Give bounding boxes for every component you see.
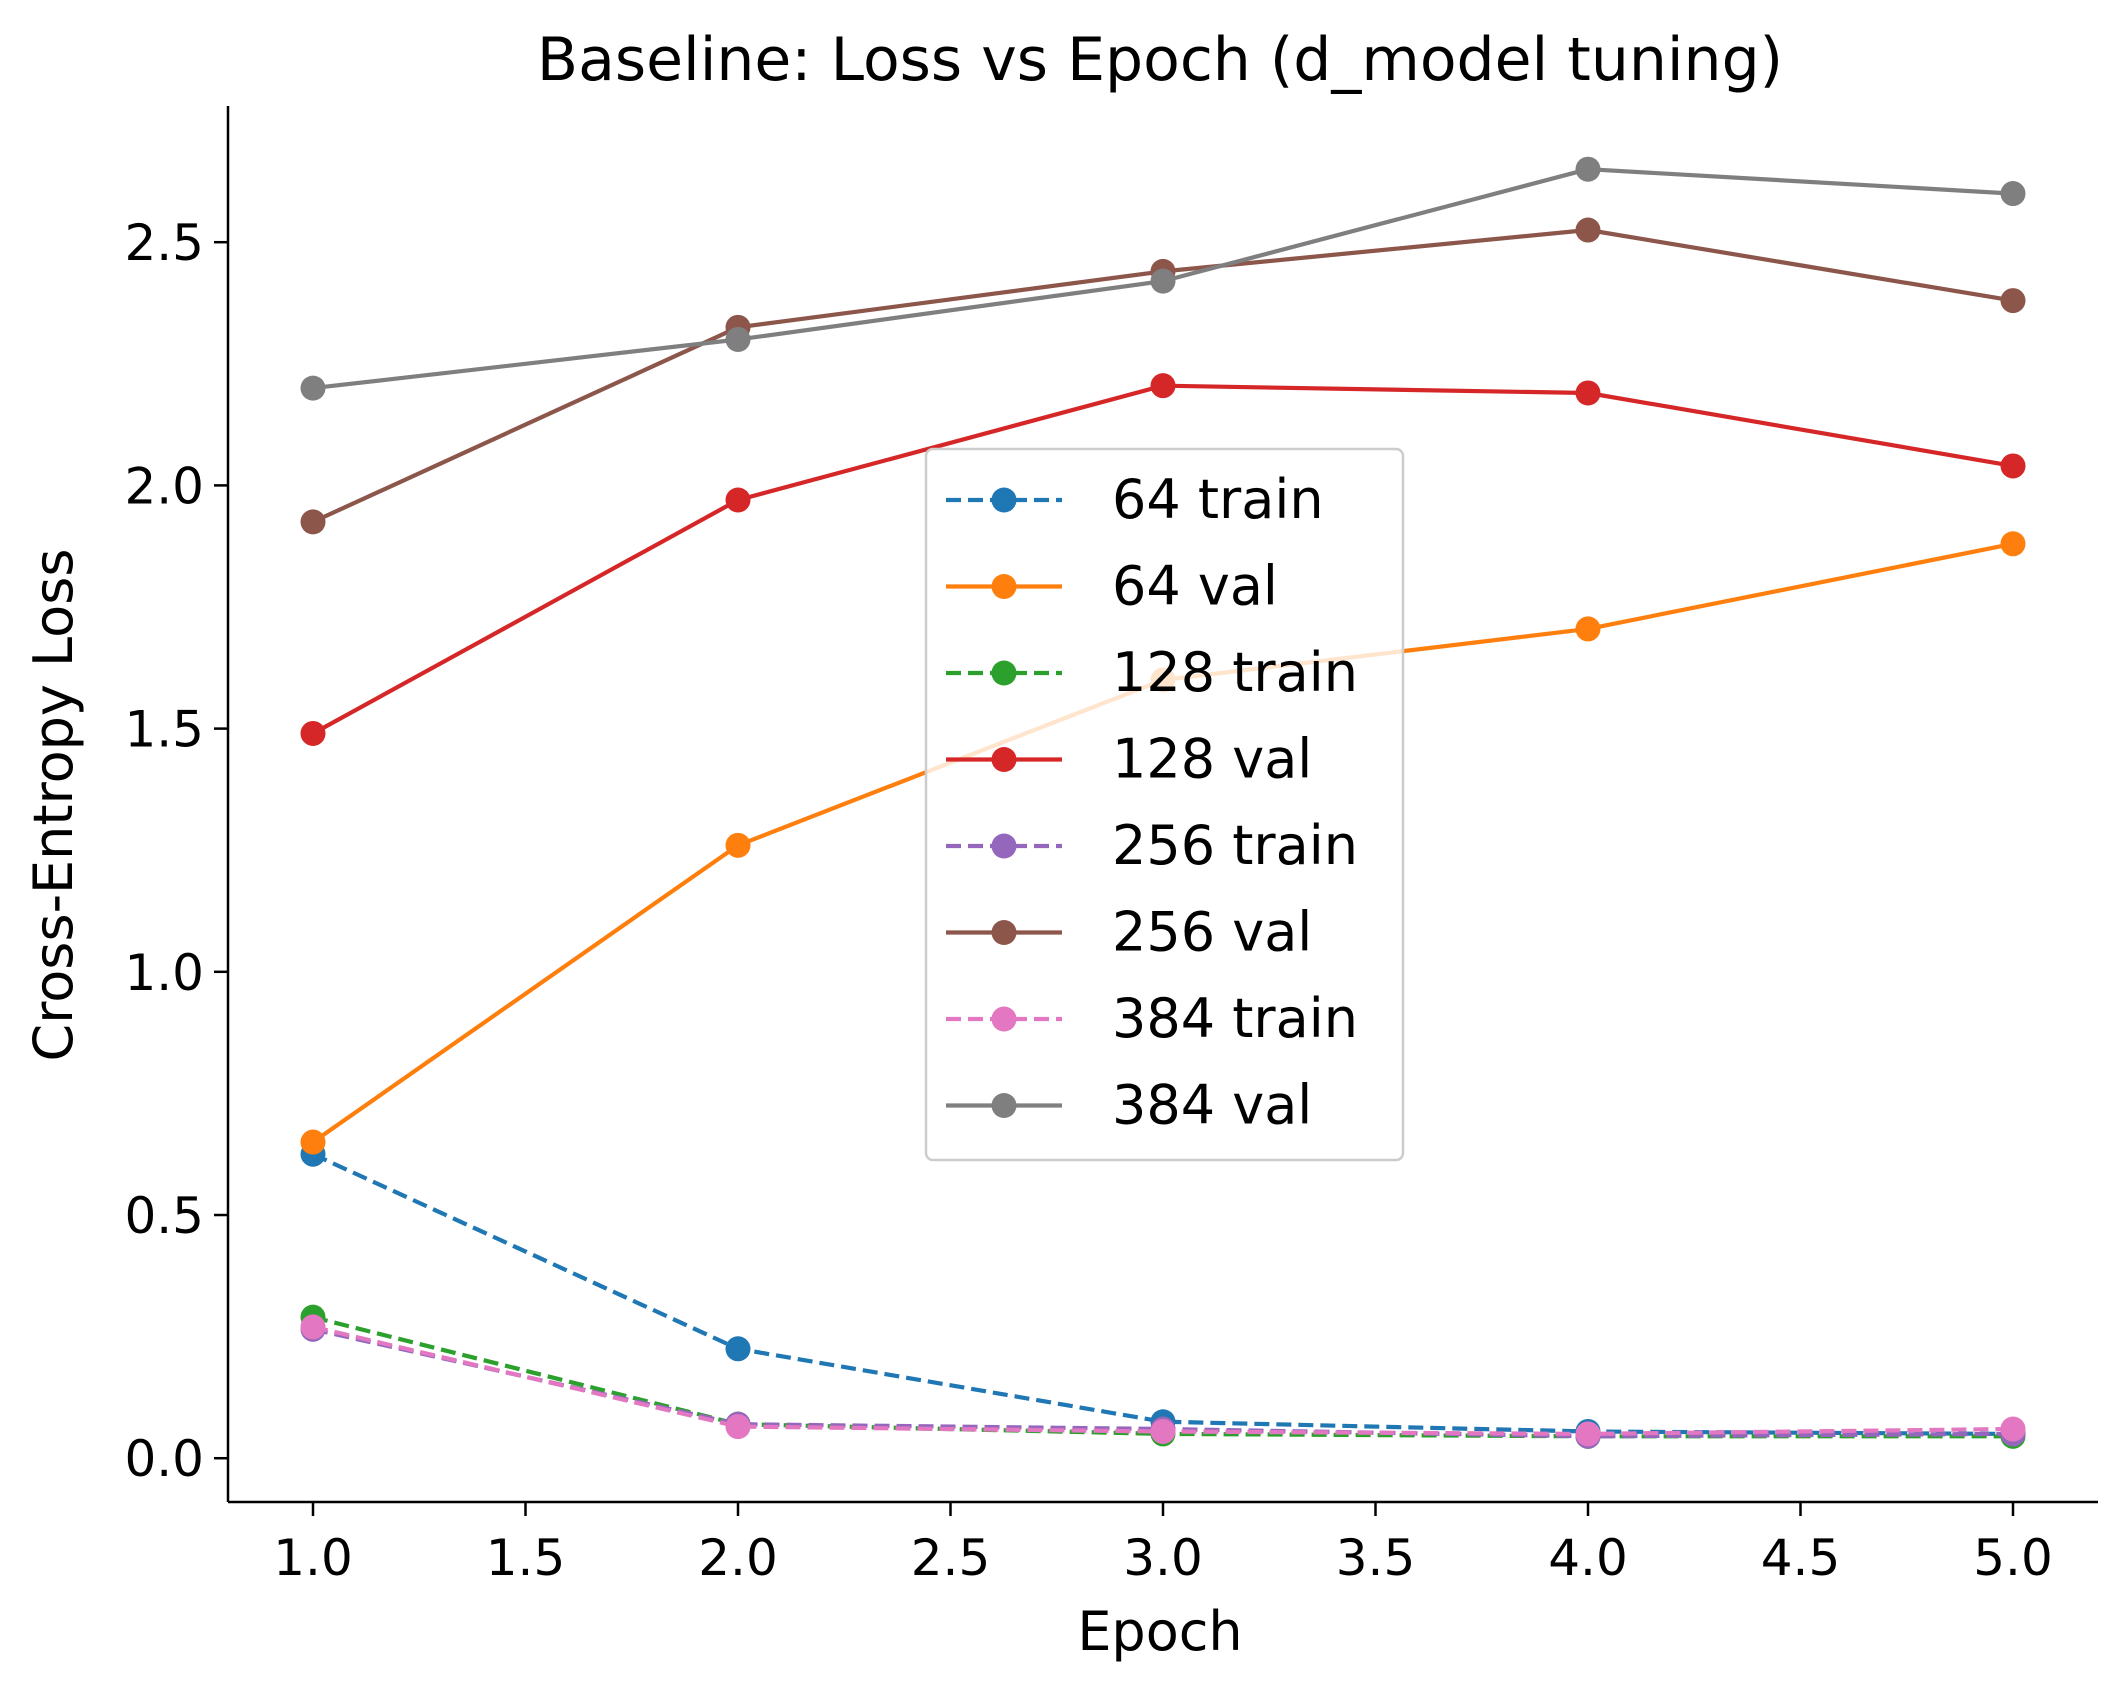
legend-swatch-marker [991,660,1017,686]
legend-label: 128 val [1112,728,1312,791]
series-64-train [300,1141,2026,1447]
legend-swatch-marker [991,747,1017,772]
legend-label: 64 val [1112,555,1278,618]
data-point-384-val [725,326,751,352]
legend: 64 train 64 val 128 train 128 val 256 train 2… [924,447,1405,1162]
legend-label: 384 train [1112,987,1358,1050]
x-tick-label: 1.0 [273,1529,353,1587]
data-point-384-train [1150,1418,1176,1444]
x-tick-label: 4.5 [1761,1529,1841,1587]
legend-box [924,447,1405,1162]
series-line-64-train [312,1152,2014,1436]
legend-item-256-train: 256 train [946,814,1358,877]
data-point-384-val [2000,181,2026,207]
data-point-128-val [2000,453,2026,479]
legend-swatch-marker [991,920,1017,945]
x-tick-label: 3.0 [1123,1529,1203,1587]
series-128-val [300,373,2026,746]
x-tick-label: 2.0 [698,1529,778,1587]
legend-label: 256 val [1112,901,1312,964]
y-tick-label: 1.5 [124,701,204,759]
data-point-64-train [725,1336,751,1362]
y-tick-label: 2.5 [124,214,204,272]
x-axis-label: Epoch [1077,1600,1242,1663]
axes: 1.0 1.5 2.0 2.5 3.0 3.5 4.0 4.5 5.0 0.0 0.5 1.0 1.5 2… [124,106,2098,1587]
data-point-64-val [1575,616,1601,642]
legend-swatch-marker [991,574,1017,599]
legend-item-256-val: 256 val [946,901,1312,964]
data-point-384-train [2000,1416,2026,1442]
legend-label: 256 train [1112,814,1358,877]
series-layer [300,156,2026,1449]
y-tick-label: 0.0 [124,1430,204,1488]
series-384-train [300,1314,2026,1447]
x-tick-label: 2.5 [911,1529,991,1587]
data-point-128-val [300,720,326,746]
data-point-64-val [725,832,751,858]
legend-swatch-marker [991,1006,1017,1032]
chart-title: Baseline: Loss vs Epoch (d_model tuning) [537,25,1783,95]
x-tick-label: 1.5 [486,1529,566,1587]
data-point-256-val [1575,217,1601,243]
data-point-256-val [2000,288,2026,314]
legend-swatch-marker [991,487,1017,513]
data-point-128-val [1575,380,1601,406]
data-point-128-val [1150,373,1176,399]
data-point-384-val [1150,268,1176,294]
x-tick-label: 4.0 [1548,1529,1628,1587]
data-point-256-val [300,509,326,535]
legend-item-384-train: 384 train [946,987,1358,1050]
legend-swatch-marker [991,833,1017,859]
legend-item-64-val: 64 val [946,555,1278,618]
y-tick-label: 2.0 [124,457,204,515]
data-point-384-train [1575,1421,1601,1447]
x-tick-label: 3.5 [1336,1529,1416,1587]
data-point-128-val [725,487,751,513]
data-point-384-val [1575,156,1601,182]
y-tick-label: 0.5 [124,1187,204,1245]
legend-item-128-val: 128 val [946,728,1312,791]
data-point-64-val [2000,531,2026,557]
y-tick-label: 1.0 [124,944,204,1002]
legend-swatch-marker [991,1093,1017,1118]
y-axis-label: Cross-Entropy Loss [22,549,85,1062]
data-point-384-val [300,375,326,401]
legend-item-384-val: 384 val [946,1074,1312,1137]
legend-label: 384 val [1112,1074,1312,1137]
data-point-64-val [300,1129,326,1155]
legend-label: 128 train [1112,641,1358,704]
data-point-384-train [300,1314,326,1340]
series-384-val [300,156,2026,401]
legend-item-64-train: 64 train [946,468,1324,531]
data-point-384-train [725,1414,751,1440]
legend-item-128-train: 128 train [946,641,1358,704]
x-tick-label: 5.0 [1973,1529,2053,1587]
legend-label: 64 train [1112,468,1324,531]
